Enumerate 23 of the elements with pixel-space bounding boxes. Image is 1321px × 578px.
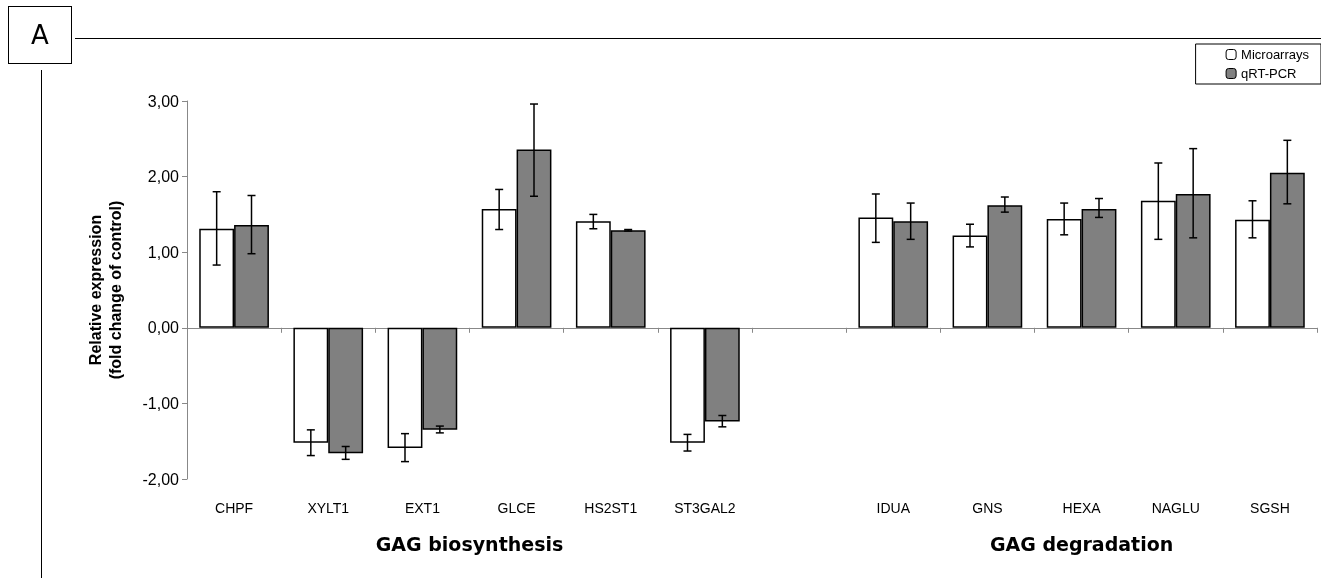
x-tick-label: HEXA (1062, 500, 1102, 516)
x-tick-label: EXT1 (404, 500, 441, 516)
x-tick-label: ST3GAL2 (674, 500, 736, 516)
x-tick-label: SGSH (1250, 500, 1290, 516)
text: A (8, 6, 72, 64)
legend-label: qRT-PCR (1241, 66, 1297, 81)
y-tick-label: 2,00 (147, 168, 180, 186)
y-tick-label: 0,00 (147, 319, 180, 337)
text: GAG degradation (989, 533, 1174, 555)
x-tick-label: GLCE (497, 500, 536, 516)
legend-label: Microarrays (1241, 47, 1310, 62)
x-tick-label: NAGLU (1151, 500, 1200, 516)
y-tick-label: -2,00 (142, 470, 180, 488)
x-tick-label: HS2ST1 (584, 500, 638, 516)
text: GAG biosynthesis (375, 533, 564, 555)
x-tick-label: XYLT1 (307, 500, 350, 516)
x-tick-label: IDUA (876, 500, 911, 516)
y-tick-label: 3,00 (147, 92, 180, 110)
y-tick-label: -1,00 (142, 394, 180, 412)
x-tick-label: CHPF (215, 500, 254, 516)
y-axis-title: Relative expression (fold change of control) (86, 200, 124, 380)
x-tick-label: GNS (972, 500, 1003, 516)
y-tick-label: 1,00 (147, 243, 180, 261)
